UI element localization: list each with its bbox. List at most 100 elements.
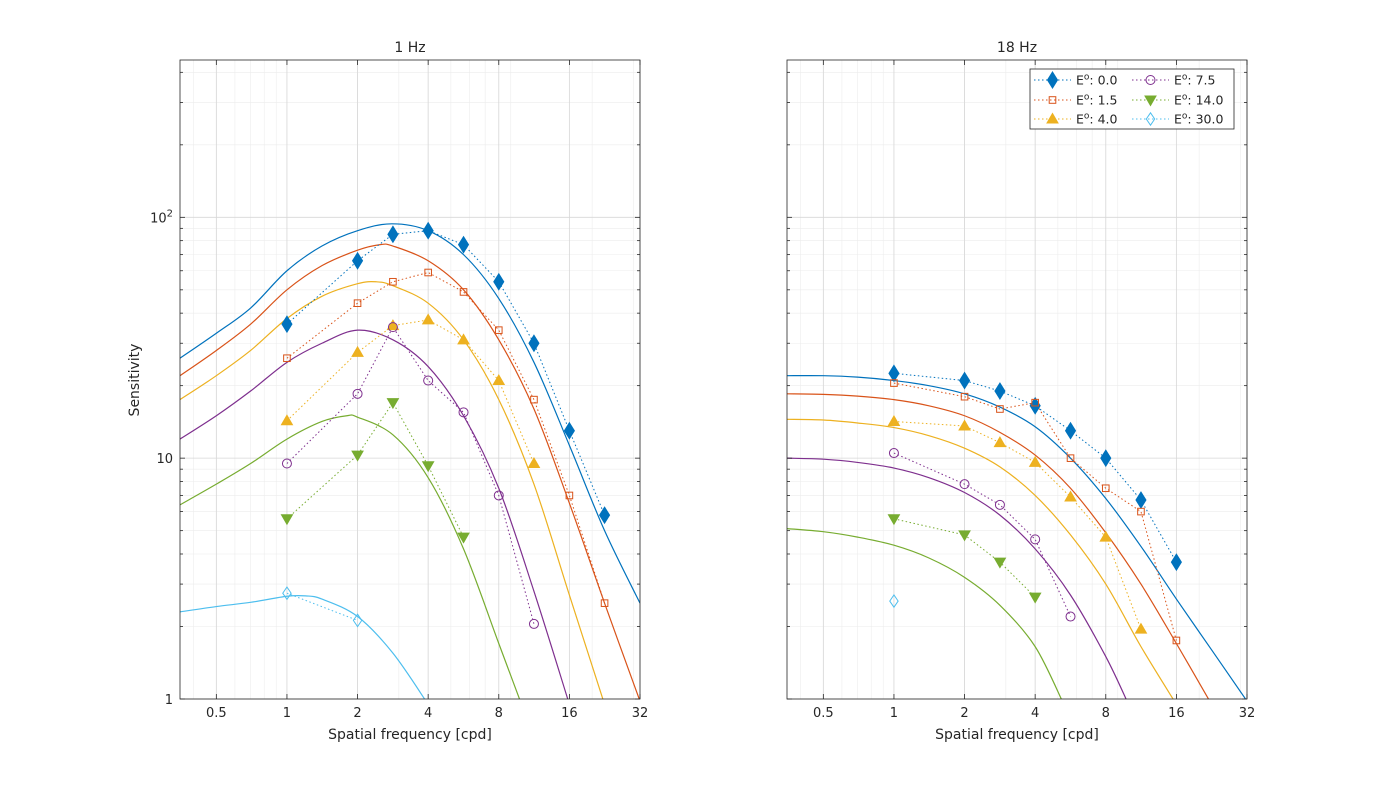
data-point-4.0 xyxy=(280,414,294,426)
data-line-7.5 xyxy=(286,326,535,625)
data-point-7.5 xyxy=(493,490,504,501)
panel-title-right: 18 Hz xyxy=(997,40,1037,56)
data-point-7.5 xyxy=(352,388,363,399)
data-point-30.0 xyxy=(352,613,363,628)
data-point-0.0 xyxy=(888,364,900,383)
data-point-7.5 xyxy=(1065,611,1076,622)
x-axis-label-left: Spatial frequency [cpd] xyxy=(328,727,492,743)
axis-ticks-right xyxy=(787,60,1248,700)
legend-marker xyxy=(1144,95,1157,107)
data-point-14.0 xyxy=(351,450,364,462)
data-point-1.5 xyxy=(283,354,291,363)
x-tick-label: 2 xyxy=(960,706,968,721)
legend-marker xyxy=(1145,111,1156,127)
data-point-14.0 xyxy=(958,530,971,542)
legend: Eo: 0.0 Eo: 1.5 Eo: 4.0 Eo: 7.5 Eo: 14.0 Eo: … xyxy=(1029,68,1235,130)
data-point-1.5 xyxy=(996,405,1004,413)
x-tick-label: 1 xyxy=(283,706,291,721)
data-point-7.5 xyxy=(281,458,292,469)
data-line-1.5 xyxy=(893,382,1177,641)
y-tick-label: 10 xyxy=(156,452,173,467)
data-point-0.0 xyxy=(598,506,611,525)
data-point-14.0 xyxy=(887,514,901,526)
data-point-1.5 xyxy=(353,299,362,307)
data-point-4.0 xyxy=(1028,455,1042,467)
data-point-7.5 xyxy=(1030,534,1041,545)
data-line-30.0 xyxy=(286,592,358,621)
data-line-14.0 xyxy=(893,518,1036,598)
data-line-0.0 xyxy=(893,372,1177,563)
data-point-1.5 xyxy=(1101,484,1110,493)
axes-frame-right xyxy=(786,59,1248,700)
x-tick-label: 4 xyxy=(1031,706,1039,721)
data-point-0.0 xyxy=(351,251,364,270)
x-tick-label: 16 xyxy=(561,706,578,721)
data-point-1.5 xyxy=(565,491,574,500)
data-point-1.5 xyxy=(890,379,898,387)
data-markers-right xyxy=(887,364,1182,645)
x-tick-label: 4 xyxy=(424,706,432,721)
data-point-1.5 xyxy=(1066,454,1075,462)
data-point-1.5 xyxy=(1031,398,1039,407)
x-tick-label: 32 xyxy=(1239,706,1256,721)
data-point-0.0 xyxy=(994,382,1006,400)
axes-frame-left xyxy=(179,59,641,700)
legend-label: Eo: 30.0 xyxy=(1174,112,1223,127)
plot-area-right xyxy=(787,60,1247,699)
model-curve-0.0 xyxy=(787,374,1247,699)
x-tick-label: 1 xyxy=(890,706,898,721)
chart-panel-right: 0.5 1 2 4 8 16 32 18 Hz Spatial frequency [cpd… xyxy=(786,40,1255,743)
data-point-14.0 xyxy=(280,514,294,526)
data-point-4.0 xyxy=(457,333,470,345)
x-tick-labels-right: 0.5 1 2 4 8 16 32 xyxy=(813,706,1255,721)
model-curve-7.5 xyxy=(180,329,569,699)
data-point-1.5 xyxy=(600,599,609,607)
x-tick-labels-left: 0.5 1 2 4 8 16 32 xyxy=(206,706,648,721)
model-curve-30.0 xyxy=(180,594,426,699)
data-point-1.5 xyxy=(530,395,538,404)
x-axis-label-right: Spatial frequency [cpd] xyxy=(935,727,1099,743)
data-point-1.5 xyxy=(1172,636,1181,645)
data-point-14.0 xyxy=(993,557,1007,569)
data-point-30.0 xyxy=(889,593,899,609)
data-point-4.0 xyxy=(1134,622,1148,634)
legend-label: Eo: 4.0 xyxy=(1076,112,1118,127)
data-point-7.5 xyxy=(423,375,434,386)
legend-label: Eo: 1.5 xyxy=(1076,93,1118,108)
data-point-1.5 xyxy=(424,268,432,277)
data-point-4.0 xyxy=(1064,490,1077,502)
legend-marker xyxy=(1046,71,1059,89)
data-point-7.5 xyxy=(387,322,398,333)
legend-item-30.0: Eo: 30.0 xyxy=(1132,112,1223,127)
data-point-1.5 xyxy=(960,392,969,401)
data-point-0.0 xyxy=(1170,553,1182,572)
data-point-7.5 xyxy=(528,618,539,629)
data-point-4.0 xyxy=(386,319,400,331)
y-tick-label: 102 xyxy=(150,208,173,226)
legend-item-4.0: Eo: 4.0 xyxy=(1034,112,1118,127)
model-curve-1.5 xyxy=(180,243,640,699)
data-point-0.0 xyxy=(1064,421,1077,440)
data-point-0.0 xyxy=(528,334,540,353)
data-point-14.0 xyxy=(457,532,470,544)
data-point-4.0 xyxy=(421,313,435,325)
data-point-14.0 xyxy=(1028,592,1042,604)
legend-item-14.0: Eo: 14.0 xyxy=(1132,93,1223,108)
x-tick-label: 8 xyxy=(1102,706,1110,721)
data-point-14.0 xyxy=(386,398,400,410)
x-tick-label: 0.5 xyxy=(206,706,227,721)
plot-area-left xyxy=(180,60,640,699)
model-curve-14.0 xyxy=(787,527,1062,699)
data-point-4.0 xyxy=(492,374,506,386)
data-point-30.0 xyxy=(282,586,292,601)
data-point-7.5 xyxy=(458,407,469,418)
chart-panel-left: 0.5 1 2 4 8 16 32 1 10 102 1 Hz Spatial frequenc… xyxy=(127,40,648,743)
data-point-14.0 xyxy=(421,461,435,473)
legend-marker xyxy=(1046,112,1059,124)
model-curve-4.0 xyxy=(180,280,604,699)
model-curves-left xyxy=(180,223,640,699)
legend-item-1.5: Eo: 1.5 xyxy=(1034,93,1118,108)
data-markers-left xyxy=(280,221,611,629)
panel-title-left: 1 Hz xyxy=(394,40,425,56)
